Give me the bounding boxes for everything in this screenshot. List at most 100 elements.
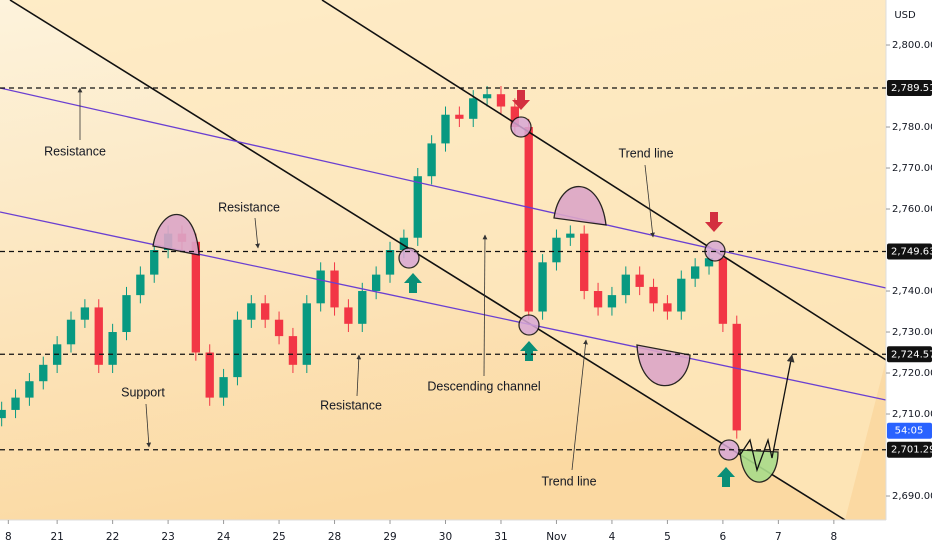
candle-body	[455, 114, 464, 119]
candle-body	[122, 295, 131, 333]
candle-body	[330, 270, 339, 308]
candle-body	[247, 303, 256, 320]
annotation: Descending channel	[427, 379, 540, 393]
candle-body	[566, 233, 575, 238]
level-label: 2,789.51	[891, 83, 932, 94]
candle-body	[663, 303, 672, 312]
candle-body	[261, 303, 270, 320]
candle-body	[690, 266, 700, 279]
candle-body	[219, 377, 228, 398]
candle-body	[482, 94, 492, 99]
candle-body	[469, 98, 478, 119]
level-label-box	[887, 243, 932, 260]
candle-body	[427, 143, 436, 177]
candle-body	[510, 106, 520, 128]
x-tick-label: 30	[439, 531, 452, 543]
candle-body	[677, 278, 686, 312]
x-tick-label: 5	[664, 531, 671, 543]
level-label-box	[887, 441, 932, 458]
x-tick-label: 31	[494, 531, 507, 543]
y-tick-label: 2,740.00	[892, 286, 932, 297]
level-label: 2,724.57	[891, 349, 932, 360]
candle-body	[274, 319, 284, 337]
candle-body	[233, 319, 242, 378]
annotation: Trend line	[618, 146, 673, 160]
candle-body	[635, 274, 644, 287]
x-tick-label: 7	[775, 531, 782, 543]
y-tick-label: 2,730.00	[892, 327, 932, 338]
candle-body	[718, 258, 728, 324]
candle-body	[316, 270, 325, 304]
annotation: Resistance	[44, 144, 106, 158]
channel-fill	[10, 0, 886, 520]
candle-body	[302, 303, 311, 365]
annotation-pointers	[77, 87, 655, 471]
time-axis-panel	[0, 520, 886, 550]
x-tick-label: 29	[383, 531, 396, 543]
signal-arrows	[404, 90, 795, 487]
candle-body	[150, 250, 159, 275]
candle-body	[704, 258, 714, 267]
candle-body	[94, 307, 103, 365]
channel-upper	[321, 0, 887, 361]
annotation: Resistance	[218, 200, 280, 214]
candle-body	[288, 336, 298, 365]
x-tick-label: 28	[328, 531, 341, 543]
candle-body	[552, 237, 561, 263]
candle-body	[80, 307, 90, 320]
candle-body	[25, 381, 34, 398]
trend-line-upper	[0, 87, 887, 289]
candle-body	[593, 291, 603, 308]
candle-body	[371, 274, 381, 292]
annotation: Trend line	[541, 474, 596, 488]
candle-body	[66, 319, 76, 345]
y-tick-label: 2,780.00	[892, 122, 932, 133]
candle-body	[621, 274, 630, 296]
candle-body	[538, 262, 547, 312]
candle-body	[358, 291, 367, 324]
level-label: 2,701.29	[891, 445, 932, 456]
countdown: 54:05	[895, 426, 924, 437]
candle-body	[385, 250, 395, 275]
candle-body	[108, 332, 117, 365]
candle-body	[399, 237, 409, 251]
level-label: 2,749.63	[891, 247, 932, 258]
candle-body	[649, 286, 658, 304]
candle-body	[11, 397, 20, 410]
y-tick-label: 2,770.00	[892, 163, 932, 174]
currency-label: USD	[894, 10, 916, 21]
level-label-box	[887, 80, 932, 97]
candle-body	[441, 114, 450, 144]
candle-body	[524, 127, 533, 312]
annotation: Support	[121, 385, 165, 399]
candle-body	[0, 409, 6, 419]
y-tick-label: 2,760.00	[892, 204, 932, 215]
candle-body	[39, 364, 48, 382]
x-tick-label: 22	[106, 531, 119, 543]
channel-lower	[9, 0, 846, 521]
candle-body	[205, 352, 214, 398]
y-tick-label: 2,710.00	[892, 409, 932, 420]
x-tick-label: Nov	[546, 531, 567, 543]
trend-line-lower	[0, 211, 887, 401]
candle-body	[580, 233, 589, 292]
level-label-box	[887, 346, 932, 363]
candle-body	[732, 323, 741, 431]
x-tick-label: 23	[161, 531, 174, 543]
y-tick-label: 2,690.00	[892, 491, 932, 502]
x-tick-label: 21	[50, 531, 63, 543]
candle-body	[413, 176, 422, 238]
countdown-box	[887, 422, 932, 439]
x-tick-label: 8	[5, 531, 12, 543]
axis-overlay: 2,690.00 2,710.00 2,720.00 2,730.00 2,740.00…	[5, 40, 932, 543]
y-tick-label: 2,800.00	[892, 40, 932, 51]
candle-body	[136, 274, 145, 296]
x-tick-label: 8	[831, 531, 838, 543]
x-tick-label: 4	[609, 531, 616, 543]
candle-body	[607, 295, 617, 308]
annotation: Resistance	[320, 398, 382, 412]
candle-body	[344, 307, 353, 324]
y-tick-label: 2,720.00	[892, 368, 932, 379]
